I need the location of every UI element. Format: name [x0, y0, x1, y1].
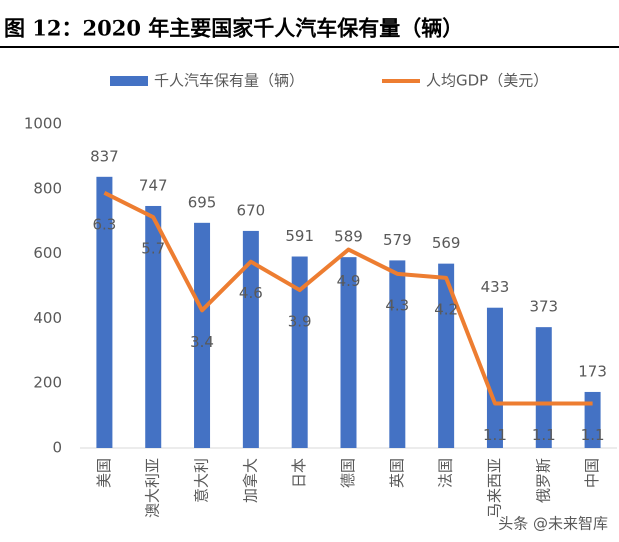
bar: [389, 260, 406, 448]
line-value-label: 4.9: [337, 272, 361, 290]
x-tick-label: 加拿大: [241, 458, 259, 503]
bar: [291, 256, 308, 448]
line-value-label: 3.4: [190, 333, 214, 351]
bar: [340, 257, 357, 448]
x-tick-label: 美国: [95, 458, 113, 488]
chart-title: 图 12：2020 年主要国家千人汽车保有量（辆）: [4, 16, 463, 41]
bar: [438, 263, 455, 448]
x-tick-label: 英国: [388, 458, 406, 488]
line-value-label: 6.3: [92, 215, 116, 233]
x-tick-label: 德国: [339, 458, 357, 488]
bar-value-label: 670: [237, 201, 266, 219]
bar: [145, 205, 162, 448]
bar-value-label: 695: [188, 193, 217, 211]
x-tick-label: 中国: [583, 458, 601, 488]
line-value-label: 4.2: [434, 300, 458, 318]
line-value-label: 3.9: [288, 313, 312, 331]
line-value-label: 5.7: [141, 240, 165, 258]
y-tick-label: 600: [33, 244, 62, 262]
line-value-label: 1.1: [581, 426, 605, 444]
y-tick-label: 400: [33, 309, 62, 327]
x-tick-label: 意大利: [193, 458, 211, 503]
bar: [194, 222, 211, 448]
x-tick-label: 马来西亚: [485, 458, 503, 518]
bar-value-label: 569: [432, 234, 461, 252]
watermark: 头条 @未来智库: [498, 515, 608, 533]
bar-value-label: 173: [578, 362, 607, 380]
line-value-label: 4.6: [239, 284, 263, 302]
x-tick-label: 法国: [437, 458, 455, 488]
bar-value-label: 591: [285, 227, 314, 245]
legend-label: 人均GDP（美元）: [426, 72, 548, 90]
line-value-label: 1.1: [483, 426, 507, 444]
bar-value-label: 589: [334, 228, 363, 246]
line: [103, 191, 593, 406]
x-tick-label: 日本: [290, 458, 308, 488]
y-tick-label: 800: [33, 179, 62, 197]
y-tick-label: 1000: [24, 115, 62, 133]
bar: [242, 230, 259, 448]
legend-label: 千人汽车保有量（辆）: [154, 72, 304, 90]
x-tick-label: 俄罗斯: [534, 458, 552, 503]
bar: [584, 391, 601, 448]
y-tick-label: 0: [52, 439, 62, 457]
bar: [486, 307, 503, 448]
bar-value-label: 579: [383, 231, 412, 249]
line-value-label: 4.3: [385, 296, 409, 314]
bar-value-label: 837: [90, 147, 119, 165]
bar-value-label: 373: [529, 298, 558, 316]
bar-value-label: 433: [481, 278, 510, 296]
bar: [96, 176, 113, 448]
legend-swatch: [110, 76, 148, 86]
y-tick-label: 200: [33, 374, 62, 392]
bar-value-label: 747: [139, 176, 168, 194]
x-tick-label: 澳大利亚: [144, 458, 162, 518]
bar: [535, 327, 552, 448]
line-value-label: 1.1: [532, 426, 556, 444]
